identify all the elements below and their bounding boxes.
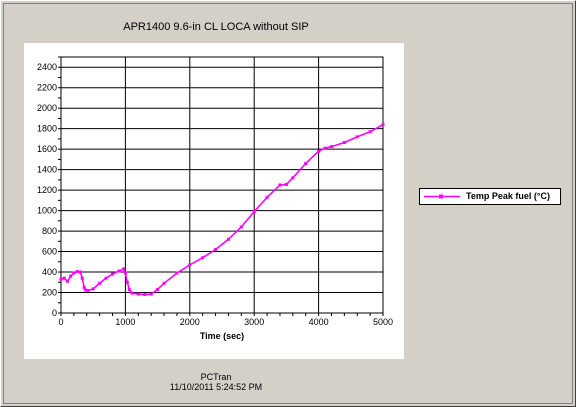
data-point xyxy=(291,176,295,180)
data-point xyxy=(72,271,76,275)
data-point xyxy=(175,271,179,275)
data-point xyxy=(149,292,153,296)
footer-timestamp: 11/10/2011 5:24:52 PM xyxy=(169,382,263,392)
data-point xyxy=(317,149,321,153)
y-tick-label: 600 xyxy=(42,247,57,257)
data-point xyxy=(121,267,125,271)
series-line xyxy=(60,123,384,296)
legend-label: Temp Peak fuel (°C) xyxy=(466,191,550,201)
plot-border xyxy=(60,56,384,314)
data-point xyxy=(69,274,73,278)
chart-title: APR1400 9.6-in CL LOCA without SIP xyxy=(123,21,309,33)
x-axis-label: Time (sec) xyxy=(200,331,244,341)
y-tick-label: 2400 xyxy=(37,62,57,72)
x-tick-label: 3000 xyxy=(244,317,264,327)
y-tick-label: 200 xyxy=(42,288,57,298)
inner-frame xyxy=(3,3,573,404)
data-point xyxy=(265,195,269,199)
data-point xyxy=(162,281,166,285)
y-tick-label: 1400 xyxy=(37,165,57,175)
data-point xyxy=(117,269,121,273)
x-tick-label: 0 xyxy=(58,317,63,327)
x-tick-label: 1000 xyxy=(115,317,135,327)
data-point xyxy=(104,276,108,280)
data-point xyxy=(156,287,160,291)
data-point xyxy=(323,146,327,150)
data-point xyxy=(80,276,84,280)
data-point xyxy=(82,285,86,289)
footer-app-name: PCTran xyxy=(200,372,232,382)
y-tick-label: 1200 xyxy=(37,185,57,195)
data-point xyxy=(201,256,205,260)
x-tick-label: 2000 xyxy=(180,317,200,327)
data-point xyxy=(329,145,333,149)
data-point xyxy=(91,287,95,291)
legend-swatch xyxy=(424,194,460,199)
data-point xyxy=(252,210,256,214)
line-chart: 0 200 400 600 800 1000 1200 1400 1600 1800 2000 220… xyxy=(37,56,393,341)
data-point xyxy=(188,263,192,267)
data-point xyxy=(226,237,230,241)
y-tick-label: 1000 xyxy=(37,206,57,216)
plot-panel: 0 200 400 600 800 1000 1200 1400 1600 1800 2000 220… xyxy=(24,43,404,359)
y-tick-label: 2000 xyxy=(37,103,57,113)
data-point xyxy=(75,270,79,274)
data-point xyxy=(355,135,359,139)
data-point xyxy=(127,287,131,291)
data-point xyxy=(62,276,66,280)
y-tick-label: 0 xyxy=(52,308,57,318)
legend: Temp Peak fuel (°C) xyxy=(419,188,561,205)
data-point xyxy=(98,281,102,285)
x-tick-label: 4000 xyxy=(309,317,329,327)
data-point xyxy=(284,182,288,186)
data-point xyxy=(342,141,346,145)
data-point xyxy=(86,288,90,292)
data-point xyxy=(214,248,218,252)
data-point xyxy=(125,280,129,284)
y-tick-label: 800 xyxy=(42,226,57,236)
data-point xyxy=(111,272,115,276)
data-point xyxy=(368,130,372,134)
data-point xyxy=(59,277,63,281)
data-point xyxy=(143,293,147,297)
data-point xyxy=(83,288,87,292)
data-point xyxy=(381,123,385,127)
data-point xyxy=(78,270,82,274)
data-point xyxy=(123,271,127,275)
y-tick-label: 1800 xyxy=(37,124,57,134)
data-point xyxy=(130,291,134,295)
y-tick-label: 1600 xyxy=(37,144,57,154)
y-tick-label: 400 xyxy=(42,267,57,277)
x-tick-label: 5000 xyxy=(373,317,393,327)
data-point xyxy=(65,279,69,283)
data-point xyxy=(136,292,140,296)
data-point xyxy=(278,183,282,187)
data-point xyxy=(304,161,308,165)
data-point xyxy=(239,225,243,229)
y-tick-label: 2200 xyxy=(37,83,57,93)
